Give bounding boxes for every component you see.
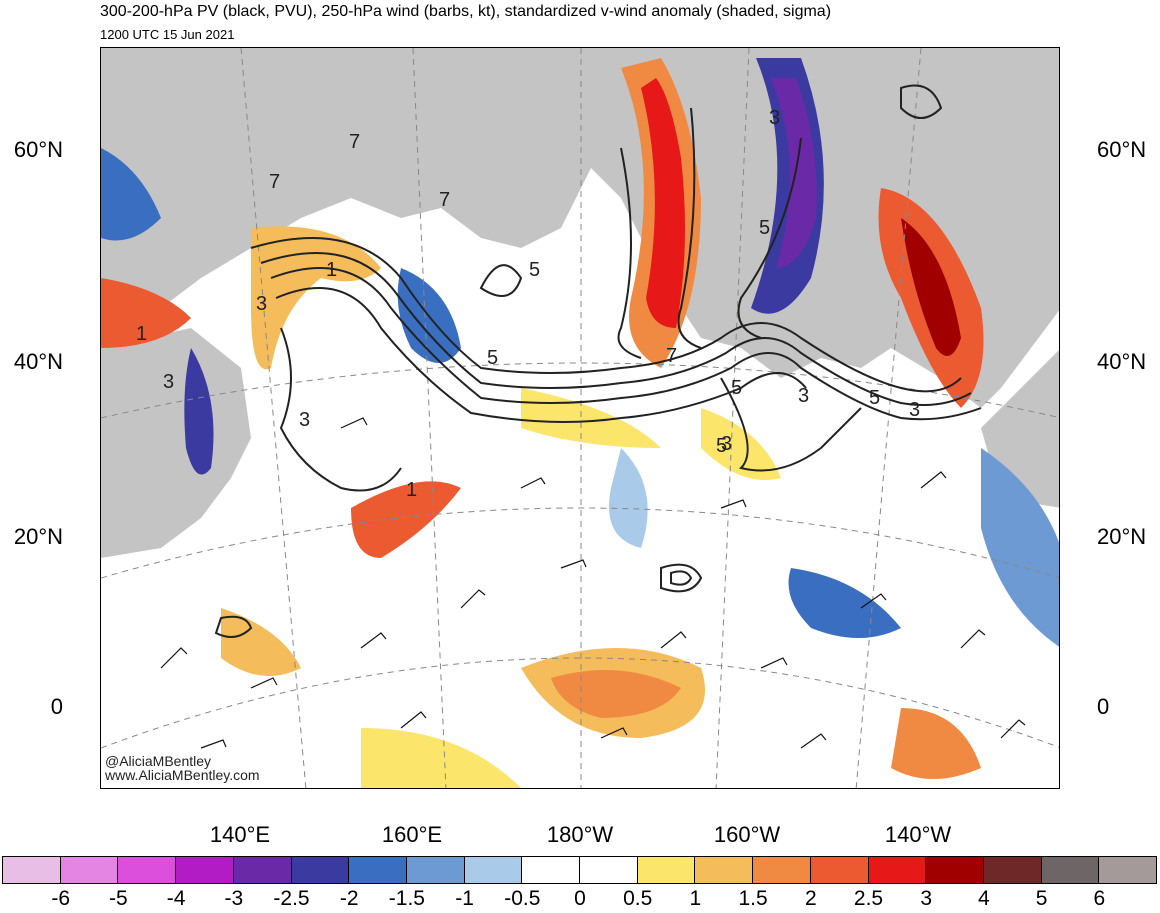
lat-label-0-right: 0 (1097, 694, 1110, 719)
colorbar-swatch (809, 856, 869, 884)
colorbar-swatch (694, 856, 754, 884)
contour-label: 5 (759, 217, 770, 239)
colorbar-label: 6 (1093, 887, 1106, 910)
colorbar-swatch (2, 856, 61, 884)
contour-label: 1 (136, 323, 147, 345)
colorbar-label: 1.5 (738, 887, 768, 910)
contour-label: 5 (716, 435, 727, 457)
colorbar-swatch (405, 856, 465, 884)
colorbar-label: -2 (339, 887, 359, 910)
lon-label-140e: 140°E (209, 822, 271, 847)
colorbar-swatch (117, 856, 177, 884)
contour-label: 3 (909, 399, 920, 421)
colorbar-swatch (982, 856, 1042, 884)
colorbar-swatch (290, 856, 350, 884)
contour-label: 3 (798, 385, 809, 407)
colorbar-label: -1 (455, 887, 474, 910)
contour-label: 7 (349, 131, 360, 153)
colorbar-swatch (867, 856, 927, 884)
colorbar-label: 2 (804, 887, 817, 910)
contour-label: 7 (269, 171, 280, 193)
contour-label: 5 (731, 377, 742, 399)
colorbar-swatch (636, 856, 696, 884)
colorbar-swatch (1098, 856, 1158, 884)
colorbar-label: 3 (920, 887, 933, 910)
colorbar-label: -0.5 (504, 887, 541, 910)
colorbar-swatch (521, 856, 581, 884)
colorbar-label: -4 (166, 887, 186, 910)
map-canvas: 7 7 7 1 3 1 3 3 5 5 5 5 7 3 5 3 3 3 5 1 (101, 48, 1059, 788)
wind-barbs (160, 417, 1026, 749)
colorbar-label: 1 (689, 887, 702, 910)
lat-label-0-left: 0 (50, 694, 63, 719)
colorbar-label: 0.5 (623, 887, 653, 910)
colorbar-label: -6 (51, 887, 71, 910)
colorbar-label: -2.5 (273, 887, 310, 910)
colorbar-swatch (232, 856, 292, 884)
colorbar-swatch (463, 856, 523, 884)
lon-label-160e: 160°E (381, 822, 443, 847)
colorbar-swatch (752, 856, 811, 884)
lat-label-60n-right: 60°N (1097, 137, 1147, 162)
contour-label: 5 (869, 387, 880, 409)
colorbar-swatch (579, 856, 638, 884)
watermark-handle: @AliciaMBentley (105, 753, 212, 769)
pv-contours (214, 84, 982, 638)
contour-label: 3 (769, 107, 780, 129)
colorbar-label: -3 (224, 887, 244, 910)
lat-label-20n-left: 20°N (13, 524, 63, 549)
colorbar-swatch (348, 856, 407, 884)
colorbar-label: -5 (109, 887, 128, 910)
contour-label: 3 (256, 293, 267, 315)
watermark-url: www.AliciaMBentley.com (105, 767, 260, 783)
contour-label: 7 (666, 345, 677, 367)
lat-label-20n-right: 20°N (1097, 524, 1147, 549)
contour-label: 3 (721, 433, 732, 455)
colorbar-labels: -6 -5 -4 -3 -2.5 -2 -1.5 -1 -0.5 0 0.5 1 1.5 2 2.5 3 4 5 6 (0, 887, 1160, 911)
lat-label-40n-left: 40°N (13, 349, 63, 374)
colorbar-swatch (59, 856, 119, 884)
contour-label: 1 (406, 479, 417, 501)
colorbar-label: 5 (1035, 887, 1048, 910)
colorbar-label: 0 (574, 887, 586, 910)
map-title: 300-200-hPa PV (black, PVU), 250-hPa win… (100, 3, 832, 20)
lat-label-40n-right: 40°N (1097, 349, 1147, 374)
contour-label: 1 (326, 259, 337, 281)
contour-label: 5 (487, 347, 498, 369)
colorbar-swatch (925, 856, 984, 884)
colorbar-label: -1.5 (388, 887, 425, 910)
contour-label: 3 (299, 409, 310, 431)
contour-labels: 7 7 7 1 3 1 3 3 5 5 5 5 7 3 5 3 3 3 5 1 (136, 107, 920, 501)
lon-label-140w: 140°W (884, 822, 952, 847)
valid-time: 1200 UTC 15 Jun 2021 (100, 27, 235, 42)
contour-label: 5 (529, 259, 540, 281)
lat-label-60n-left: 60°N (13, 137, 63, 162)
colorbar-label: 2.5 (853, 887, 884, 910)
colorbar-swatch (175, 856, 234, 884)
weather-map: 7 7 7 1 3 1 3 3 5 5 5 5 7 3 5 3 3 3 5 1 … (100, 47, 1060, 789)
lon-label-180w: 180°W (546, 822, 614, 847)
colorbar (2, 856, 1158, 884)
colorbar-label: 4 (978, 887, 990, 910)
contour-label: 7 (439, 189, 450, 211)
lon-label-160w: 160°W (713, 822, 781, 847)
colorbar-swatch (1040, 856, 1100, 884)
contour-label: 3 (163, 371, 174, 393)
